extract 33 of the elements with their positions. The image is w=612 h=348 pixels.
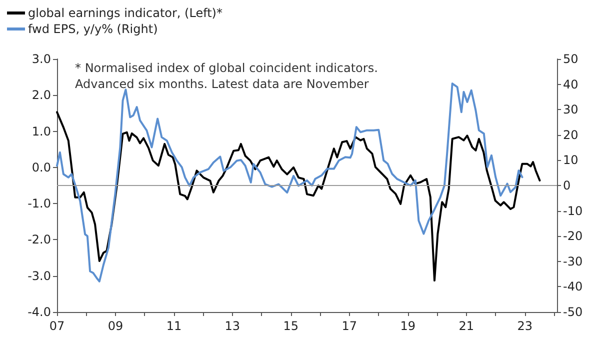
x-tick-label: 07 xyxy=(49,319,65,333)
x-tick-label: 13 xyxy=(224,319,240,333)
x-tick-label: 21 xyxy=(458,319,474,333)
y-tick-label: 0.0 xyxy=(32,160,51,174)
y-tick-label: 2.0 xyxy=(32,88,51,102)
y2-tick-label: 30 xyxy=(563,102,578,117)
x-tick-label: 19 xyxy=(400,319,416,333)
y2-tick-label: -40 xyxy=(563,280,583,294)
line-series xyxy=(56,111,541,282)
y-tick-label: 1.0 xyxy=(32,124,51,138)
y2-tick-label: 10 xyxy=(563,153,578,168)
y2-tick-label: -50 xyxy=(563,305,583,319)
x-tick-label: 09 xyxy=(108,319,124,333)
y2-tick-label: 50 xyxy=(563,52,578,66)
x-tick-label: 11 xyxy=(166,319,182,333)
annotation: Advanced six months. Latest data are November xyxy=(75,77,369,91)
y2-tick-label: -20 xyxy=(563,229,583,244)
legend-label: fwd EPS, y/y% (Right) xyxy=(28,22,158,36)
x-tick-label: 23 xyxy=(517,319,532,333)
legend-label: global earnings indicator, (Left)* xyxy=(28,6,222,20)
y-tick-label: 3.0 xyxy=(32,52,51,66)
y-tick-label: -4.0 xyxy=(28,305,51,319)
x-tick-label: 17 xyxy=(342,319,358,333)
y2-tick-label: -10 xyxy=(563,204,583,218)
x-tick-label: 15 xyxy=(283,319,299,333)
y2-tick-label: 20 xyxy=(563,128,578,142)
y-tick-label: -2.0 xyxy=(28,232,51,247)
y2-tick-label: 0 xyxy=(563,178,571,192)
y-tick-label: -3.0 xyxy=(28,268,51,283)
y2-tick-label: -30 xyxy=(563,254,583,268)
y2-tick-label: 40 xyxy=(563,77,578,92)
annotation: * Normalised index of global coincident indicators. xyxy=(75,61,378,75)
y-tick-label: -1.0 xyxy=(28,196,51,211)
